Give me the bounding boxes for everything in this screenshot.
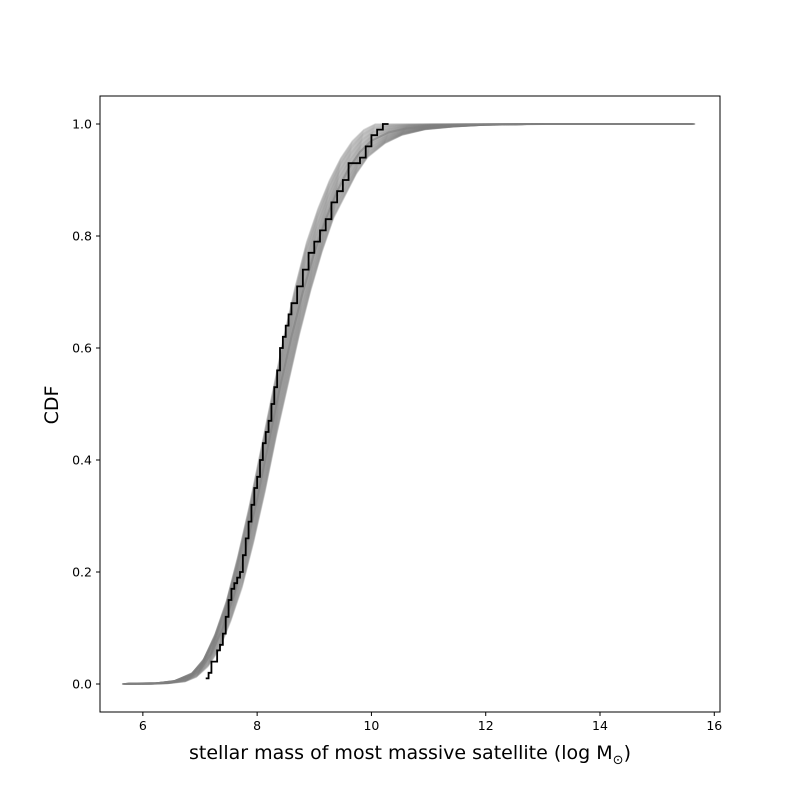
ensemble-curve xyxy=(123,123,690,685)
ensemble-curve xyxy=(124,123,690,685)
ensemble-curve xyxy=(123,123,689,685)
ensemble-curve xyxy=(122,123,689,685)
ensemble-curve xyxy=(128,123,695,685)
x-tick-label: 14 xyxy=(592,718,608,733)
ensemble-curve xyxy=(127,123,694,685)
ensemble-curves xyxy=(121,123,696,685)
ensemble-curve xyxy=(129,123,695,685)
ensemble-curve xyxy=(127,123,694,685)
ensemble-curve xyxy=(123,123,690,685)
ensemble-curve xyxy=(122,123,688,685)
x-tick-label: 12 xyxy=(478,718,494,733)
observed-cdf-curve xyxy=(205,123,389,680)
ensemble-curve xyxy=(128,123,695,685)
ensemble-curve xyxy=(122,123,689,685)
ensemble-curve xyxy=(126,123,693,685)
x-tick-label: 16 xyxy=(706,718,722,733)
ensemble-curve xyxy=(124,123,691,685)
ensemble-curve xyxy=(126,123,693,685)
ensemble-curve xyxy=(126,123,693,685)
ensemble-curve xyxy=(127,123,694,685)
ensemble-curve xyxy=(128,123,695,685)
ensemble-curve xyxy=(123,123,689,685)
y-axis-label: CDF xyxy=(41,386,63,425)
ensemble-curve xyxy=(127,123,693,685)
ensemble-curve xyxy=(123,123,690,685)
ensemble-curve xyxy=(125,123,691,685)
ensemble-curve xyxy=(128,123,694,685)
x-tick-label: 10 xyxy=(363,718,379,733)
ensemble-curve xyxy=(124,123,691,685)
x-axis-ticks: 6 8 10 12 14 16 xyxy=(139,712,722,733)
ensemble-curve xyxy=(123,123,690,685)
ensemble-curve xyxy=(127,123,694,685)
ensemble-curve xyxy=(124,123,691,685)
ensemble-curve xyxy=(129,123,696,685)
ensemble-curve xyxy=(125,123,691,685)
x-tick-label: 6 xyxy=(139,718,147,733)
ensemble-curve xyxy=(121,123,688,685)
ensemble-curve xyxy=(125,123,692,685)
y-tick-label: 0.2 xyxy=(72,565,92,580)
ensemble-curve xyxy=(126,123,693,685)
ensemble-curve xyxy=(128,123,695,685)
ensemble-curve xyxy=(124,123,690,685)
ensemble-curve xyxy=(122,123,688,685)
ensemble-curve xyxy=(126,123,693,685)
ensemble-curve xyxy=(125,123,692,685)
ensemble-curve xyxy=(121,123,688,685)
ensemble-curve xyxy=(123,123,690,685)
y-tick-label: 0.6 xyxy=(72,341,92,356)
ensemble-curve xyxy=(124,123,691,685)
ensemble-curve xyxy=(122,123,689,685)
ensemble-curve xyxy=(124,123,691,685)
x-axis-label: stellar mass of most massive satellite (… xyxy=(189,742,631,768)
ensemble-curve xyxy=(129,123,695,685)
ensemble-curve xyxy=(128,123,694,685)
ensemble-curve xyxy=(125,123,692,685)
x-tick-label: 8 xyxy=(253,718,261,733)
observed-curve-layer xyxy=(205,123,389,680)
ensemble-curve xyxy=(127,123,694,685)
ensemble-curve xyxy=(122,123,689,685)
ensemble-curve xyxy=(129,123,696,685)
ensemble-curve xyxy=(126,123,693,685)
ensemble-curve xyxy=(128,123,695,685)
y-tick-label: 1.0 xyxy=(72,117,92,132)
ensemble-curve xyxy=(128,123,695,685)
ensemble-curve xyxy=(126,123,692,685)
ensemble-curve xyxy=(125,123,692,685)
y-tick-label: 0.4 xyxy=(72,453,92,468)
ensemble-curve xyxy=(126,123,692,685)
ensemble-curve xyxy=(127,123,693,685)
ensemble-median-curve xyxy=(125,123,692,685)
y-tick-label: 0.8 xyxy=(72,229,92,244)
ensemble-curve xyxy=(129,123,696,685)
ensemble-curve xyxy=(124,123,691,685)
y-tick-label: 0.0 xyxy=(72,677,92,692)
ensemble-curve xyxy=(122,123,689,685)
ensemble-curve xyxy=(125,123,692,685)
plot-frame xyxy=(99,95,721,713)
y-axis-ticks: 0.0 0.2 0.4 0.6 0.8 1.0 xyxy=(72,117,100,692)
ensemble-curve xyxy=(122,123,689,685)
